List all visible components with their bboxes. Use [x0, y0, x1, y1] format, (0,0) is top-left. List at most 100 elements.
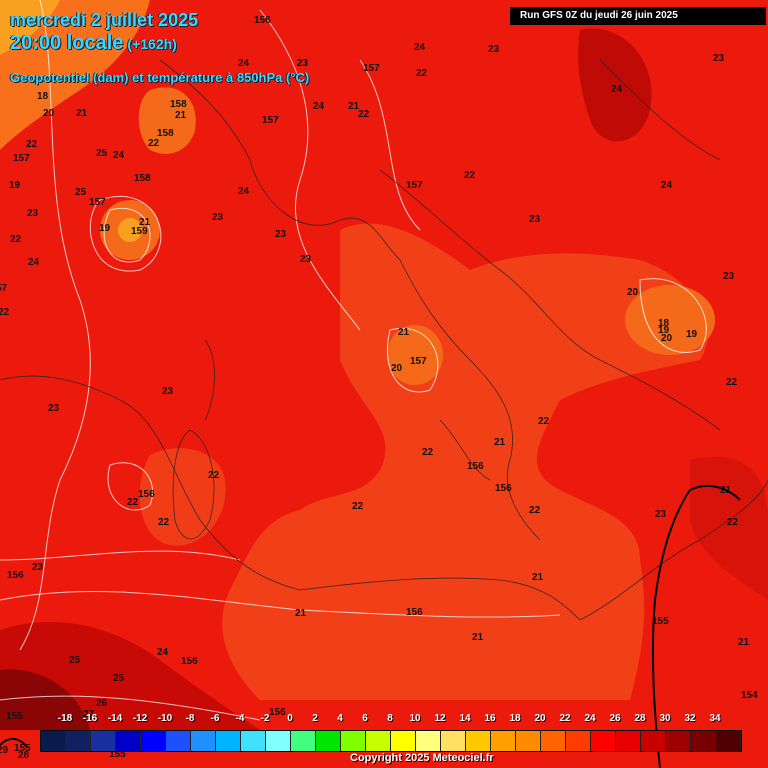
map-value-label: 21	[76, 108, 88, 119]
map-value-label: 21	[175, 110, 187, 121]
map-value-label: 155	[652, 616, 669, 627]
map-value-label: 21	[532, 572, 544, 583]
map-value-label: 23	[297, 58, 309, 69]
map-value-label: 20	[627, 287, 639, 298]
map-value-label: 22	[10, 234, 22, 245]
map-value-label: 23	[488, 44, 500, 55]
map-value-label: 158	[134, 173, 151, 184]
cool-zone-nw	[0, 0, 150, 150]
map-value-label: 157	[89, 197, 106, 208]
legend-swatch	[541, 731, 566, 751]
local-time: 20:00 locale	[10, 32, 124, 54]
legend-swatch	[691, 731, 716, 751]
map-value-label: 157	[410, 356, 427, 367]
legend-tick: -4	[235, 713, 245, 724]
map-value-label: 158	[157, 128, 174, 139]
map-value-label: 21	[139, 217, 151, 228]
field-description: Geopotentiel (dam) et température à 850h…	[10, 70, 310, 85]
legend-swatch	[241, 731, 266, 751]
low-pressure-core	[118, 218, 142, 242]
map-value-label: 155	[6, 711, 23, 722]
map-value-label: 23	[32, 562, 44, 573]
map-value-label: 22	[727, 517, 739, 528]
map-value-label: 24	[238, 186, 250, 197]
run-info-banner: Run GFS 0Z du jeudi 26 juin 2025	[510, 7, 766, 25]
legend-swatch	[416, 731, 441, 751]
map-value-label: 22	[529, 505, 541, 516]
map-value-label: 18	[658, 318, 670, 329]
color-scale-legend	[40, 730, 742, 752]
cool-pocket-nw2	[138, 87, 196, 154]
map-value-label: 24	[28, 257, 40, 268]
sardinia-warm-zone	[139, 448, 226, 546]
map-value-label: 159	[131, 226, 148, 237]
map-value-label: 22	[464, 170, 476, 181]
map-value-label: 156	[269, 707, 286, 718]
legend-swatch	[491, 731, 516, 751]
map-value-label: 23	[723, 271, 735, 282]
legend-swatch	[466, 731, 491, 751]
map-value-label: 156	[138, 489, 155, 500]
map-value-label: 156	[406, 607, 423, 618]
map-value-label: 23	[27, 208, 39, 219]
map-value-label: 22	[726, 377, 738, 388]
lead-time: (+162h)	[127, 36, 177, 52]
map-value-label: 21	[738, 637, 750, 648]
map-value-label: 21	[472, 632, 484, 643]
map-value-label: 22	[0, 307, 10, 318]
legend-tick: -2	[260, 713, 270, 724]
map-value-label: 157	[262, 115, 279, 126]
legend-tick: 24	[584, 713, 596, 724]
legend-tick: 34	[709, 713, 721, 724]
map-value-label: 19	[658, 325, 670, 336]
map-value-label: 23	[162, 386, 174, 397]
legend-tick: 20	[534, 713, 546, 724]
map-value-label: 22	[127, 497, 139, 508]
map-value-label: 22	[416, 68, 428, 79]
map-value-label: 24	[113, 150, 125, 161]
map-value-label: 156	[7, 570, 24, 581]
map-value-label: 19	[686, 329, 698, 340]
map-value-label: 20	[43, 108, 55, 119]
map-value-label: 155	[109, 749, 126, 760]
map-value-label: 18	[37, 91, 49, 102]
map-value-label: 28	[18, 750, 30, 761]
map-value-label: 22	[158, 517, 170, 528]
hot-zone-se	[690, 456, 768, 600]
map-value-label: 23	[713, 53, 725, 64]
legend-swatch	[291, 731, 316, 751]
map-value-label: 22	[422, 447, 434, 458]
legend-tick: 14	[459, 713, 471, 724]
forecast-date: mercredi 2 juillet 2025	[10, 10, 199, 30]
legend-swatch	[266, 731, 291, 751]
cool-pocket-italy	[387, 325, 443, 385]
legend-tick: 12	[434, 713, 446, 724]
map-value-label: 23	[529, 214, 541, 225]
legend-swatch	[41, 731, 66, 751]
legend-tick: -16	[82, 713, 98, 724]
map-value-label: 23	[275, 229, 287, 240]
warm-anomaly-zone	[222, 223, 708, 700]
map-value-label: 22	[538, 416, 550, 427]
map-value-label: 156	[495, 483, 512, 494]
legend-swatch	[391, 731, 416, 751]
map-value-label: 157	[406, 180, 423, 191]
map-value-label: 29	[0, 745, 9, 756]
contour-lines	[0, 0, 707, 721]
map-value-label: 23	[655, 509, 667, 520]
map-value-label: 24	[157, 647, 169, 658]
map-value-label: 25	[113, 673, 125, 684]
legend-swatch	[616, 731, 641, 751]
legend-tick: 28	[634, 713, 646, 724]
map-value-label: 20	[661, 333, 673, 344]
map-value-label: 22	[208, 470, 220, 481]
legend-tick: -18	[57, 713, 73, 724]
copyright-text: Copyright 2025 Meteociel.fr	[350, 752, 494, 764]
map-value-label: 158	[170, 99, 187, 110]
map-value-label: 21	[398, 327, 410, 338]
map-value-label: 22	[26, 139, 38, 150]
map-value-label: 27	[83, 709, 95, 720]
legend-tick: 30	[659, 713, 671, 724]
legend-swatch	[316, 731, 341, 751]
